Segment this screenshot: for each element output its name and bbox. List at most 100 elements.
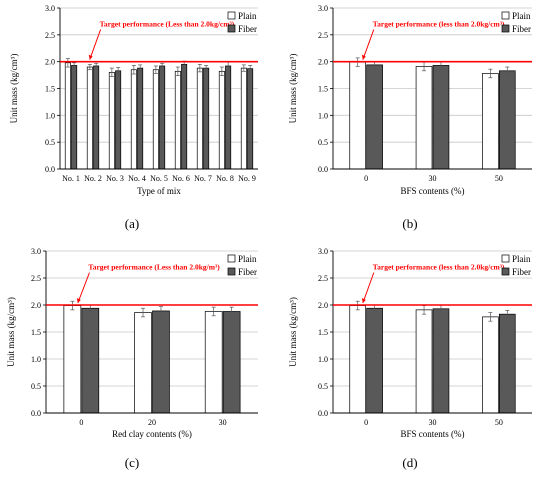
- bar-fiber: [71, 65, 78, 170]
- x-tick-label: No. 2: [84, 174, 102, 183]
- bar-fiber: [247, 68, 254, 170]
- bar-plain: [174, 70, 181, 170]
- bar-plain: [64, 62, 71, 170]
- legend-swatch-plain: [501, 11, 510, 20]
- x-tick-label: No. 3: [106, 174, 124, 183]
- bar-plain: [349, 61, 367, 170]
- legend-swatch-plain: [227, 11, 236, 20]
- y-axis-label: Unit mass (kg/cm³): [288, 297, 298, 367]
- legend-label-plain: Plain: [238, 254, 257, 264]
- bar-plain: [134, 312, 152, 414]
- y-tick-label: 2.0: [31, 301, 41, 310]
- target-arrowhead: [361, 298, 366, 303]
- legend-label-plain: Plain: [238, 11, 257, 21]
- x-axis-label: BFS contents (%): [401, 186, 465, 196]
- y-tick-label: 0.5: [318, 382, 328, 391]
- x-tick-label: 0: [79, 418, 83, 427]
- y-tick-label: 0.0: [318, 409, 328, 418]
- x-tick-label: No. 8: [216, 174, 234, 183]
- bar-fiber: [366, 307, 383, 414]
- target-arrow: [362, 29, 375, 60]
- bar-plain: [152, 69, 159, 170]
- legend-label-fiber: Fiber: [238, 24, 257, 34]
- chart-panel-c: 0.0 0.5 1.0 1.5 2.0 2.5 3.0 0 20 30 Target perform…: [6, 247, 258, 470]
- bar-fiber: [498, 70, 516, 170]
- x-tick-label: No. 7: [194, 174, 212, 183]
- y-tick-label: 3.0: [31, 247, 41, 256]
- legend-label-fiber: Fiber: [238, 267, 257, 277]
- y-axis-label: Unit mass (kg/cm³): [288, 54, 298, 124]
- x-axis-label: Red clay contents (%): [112, 429, 192, 439]
- bar-fiber: [115, 70, 122, 170]
- bar-plain: [108, 72, 115, 170]
- y-tick-label: 3.0: [45, 4, 55, 13]
- y-tick-label: 1.5: [318, 85, 328, 94]
- y-tick-label: 2.5: [318, 274, 328, 283]
- legend-label-fiber: Fiber: [512, 24, 531, 34]
- x-tick-label: 50: [495, 418, 503, 427]
- bar-fiber: [432, 308, 450, 414]
- bar-plain: [349, 305, 367, 414]
- y-tick-label: 0.5: [45, 138, 55, 147]
- target-label: Target performance (Less than 2.0kg/cm³): [100, 20, 235, 29]
- bar-fiber: [225, 65, 232, 170]
- y-tick-label: 3.0: [318, 4, 328, 13]
- legend-swatch-fiber: [501, 267, 510, 276]
- x-tick-label: 30: [429, 418, 437, 427]
- y-tick-label: 0.0: [318, 165, 328, 174]
- bar-plain: [86, 66, 93, 170]
- y-axis-label: Unit mass (kg/cm³): [9, 54, 19, 124]
- y-tick-label: 2.0: [45, 58, 55, 67]
- bar-plain: [196, 67, 203, 170]
- bar-plain: [204, 311, 223, 414]
- y-tick-label: 0.0: [45, 165, 55, 174]
- x-axis-label: Type of mix: [137, 186, 181, 196]
- panel-label: (d): [402, 455, 417, 470]
- y-tick-label: 2.5: [45, 31, 55, 40]
- x-tick-label: No. 5: [150, 174, 168, 183]
- y-tick-label: 1.5: [318, 328, 328, 337]
- x-tick-label: No. 6: [172, 174, 190, 183]
- bar-plain: [482, 316, 499, 414]
- chart-panel-a: 0.0 0.5 1.0 1.5 2.0 2.5 3.0 No. 1 No. 2 No. 3 No. …: [9, 4, 258, 231]
- target-label: Target performance (less than 2.0kg/cm³): [373, 263, 505, 272]
- target-label: Target performance (Less than 2.0kg/m³): [88, 263, 220, 272]
- y-axis-label: Unit mass (kg/cm³): [6, 297, 16, 367]
- y-tick-label: 0.5: [31, 382, 41, 391]
- x-tick-label: 20: [148, 418, 156, 427]
- y-tick-label: 2.0: [318, 301, 328, 310]
- bar-fiber: [93, 65, 100, 170]
- legend-label-plain: Plain: [512, 254, 531, 264]
- y-tick-label: 2.0: [318, 58, 328, 67]
- y-tick-label: 3.0: [318, 247, 328, 256]
- x-tick-label: No. 4: [128, 174, 146, 183]
- legend-swatch-plain: [227, 254, 236, 263]
- x-tick-label: No. 9: [238, 174, 256, 183]
- target-arrowhead: [88, 54, 93, 60]
- y-tick-label: 1.0: [45, 111, 55, 120]
- target-arrow: [362, 272, 375, 304]
- y-tick-label: 1.5: [31, 328, 41, 337]
- bar-plain: [482, 73, 499, 170]
- bar-plain: [218, 70, 225, 170]
- panel-label: (a): [125, 216, 139, 231]
- y-tick-label: 1.5: [45, 85, 55, 94]
- bar-fiber: [222, 311, 241, 414]
- x-tick-label: 50: [495, 174, 503, 183]
- x-tick-label: 0: [364, 174, 368, 183]
- target-label: Target performance (less than 2.0kg/cm³): [373, 20, 505, 29]
- target-arrowhead: [76, 298, 81, 303]
- panel-label: (b): [402, 216, 417, 231]
- bar-fiber: [152, 310, 170, 414]
- legend-swatch-fiber: [501, 24, 510, 33]
- bar-fiber: [203, 67, 210, 170]
- bar-fiber: [432, 65, 450, 170]
- target-arrowhead: [361, 54, 366, 60]
- y-tick-label: 1.0: [318, 355, 328, 364]
- x-tick-label: 30: [429, 174, 437, 183]
- bar-fiber: [81, 307, 100, 414]
- legend-swatch-fiber: [227, 24, 236, 33]
- bar-plain: [415, 66, 433, 170]
- chart-panel-d: 0.0 0.5 1.0 1.5 2.0 2.5 3.0 0 30 50 Target perform…: [288, 247, 532, 470]
